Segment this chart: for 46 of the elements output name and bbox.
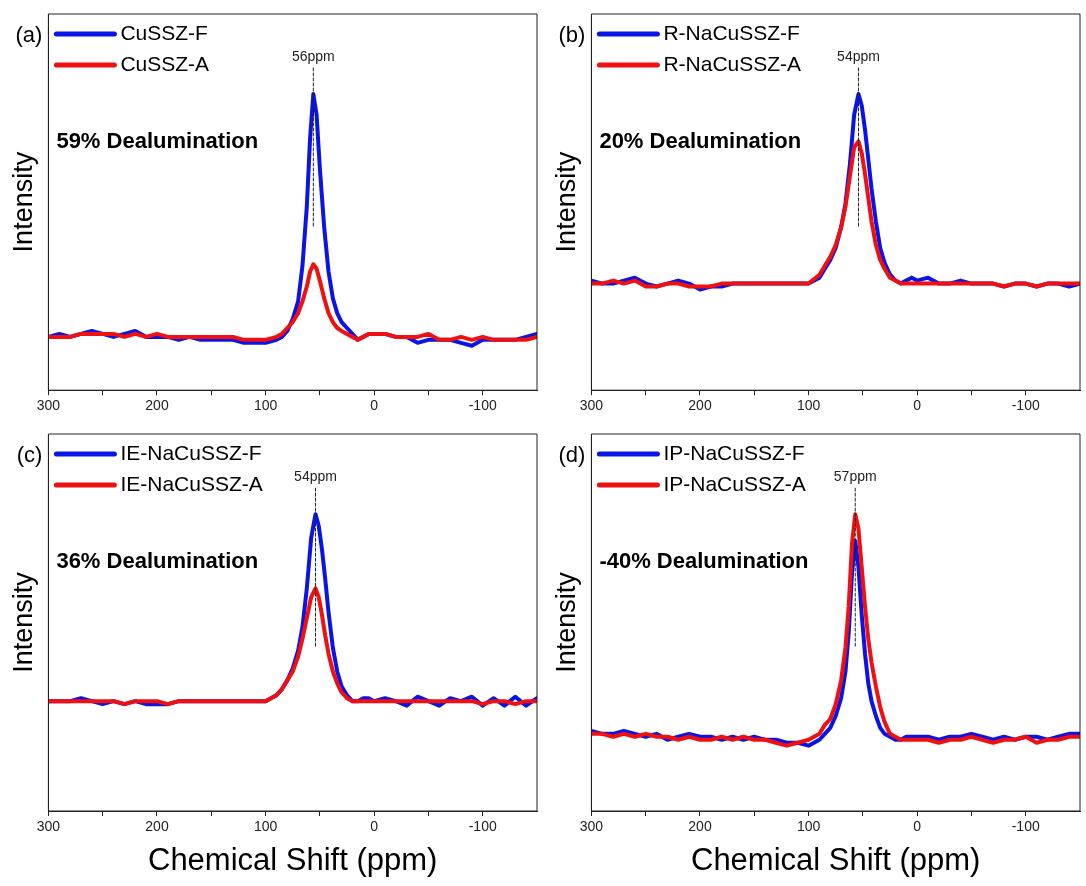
x-tick-label: 100 bbox=[253, 818, 278, 835]
chart-title: (d) bbox=[558, 442, 586, 468]
x-tick-label: 100 bbox=[796, 397, 821, 414]
x-tick-label: 200 bbox=[145, 818, 169, 835]
x-tick-label: -100 bbox=[468, 397, 497, 414]
y-axis-title: Intensity bbox=[550, 571, 581, 673]
legend-label: R-NaCuSSZ-F bbox=[663, 20, 800, 44]
x-axis-title: Chemical Shift (ppm) bbox=[690, 841, 981, 877]
x-tick-label: 300 bbox=[579, 818, 604, 835]
x-tick-label: 300 bbox=[579, 397, 604, 414]
annotation: 56ppm bbox=[291, 47, 335, 64]
legend-label: R-NaCuSSZ-A bbox=[663, 51, 802, 75]
x-tick-label: 100 bbox=[796, 818, 821, 835]
x-tick-label: 200 bbox=[688, 397, 712, 414]
x-tick-label: 300 bbox=[36, 397, 61, 414]
x-tick-label: 0 bbox=[913, 818, 922, 835]
x-tick-label: -100 bbox=[1011, 397, 1040, 414]
legend-label: IE-NaCuSSZ-A bbox=[120, 471, 263, 495]
legend-label: CuSSZ-F bbox=[120, 20, 208, 44]
x-tick-label: 0 bbox=[913, 397, 922, 414]
annotation: 59% Dealumination bbox=[56, 127, 259, 153]
chart-title: (a) bbox=[15, 22, 43, 48]
chart-title: (c) bbox=[16, 442, 43, 468]
chart-title: (b) bbox=[558, 22, 586, 48]
x-tick-label: -100 bbox=[1011, 818, 1040, 835]
x-tick-label: 300 bbox=[36, 818, 61, 835]
x-tick-label: 0 bbox=[370, 397, 379, 414]
x-tick-label: -100 bbox=[468, 818, 497, 835]
x-axis-title: Chemical Shift (ppm) bbox=[147, 841, 438, 877]
annotation: 36% Dealumination bbox=[56, 548, 259, 574]
legend-label: IP-NaCuSSZ-F bbox=[663, 440, 805, 464]
x-tick-label: 100 bbox=[253, 397, 278, 414]
annotation: 20% Dealumination bbox=[599, 127, 802, 153]
annotation: 54ppm bbox=[294, 468, 337, 485]
legend-label: IP-NaCuSSZ-A bbox=[663, 471, 806, 495]
legend-label: IE-NaCuSSZ-F bbox=[120, 440, 262, 464]
annotation: 54ppm bbox=[837, 47, 880, 64]
y-axis-title: Intensity bbox=[7, 151, 38, 253]
x-tick-label: 200 bbox=[688, 818, 712, 835]
y-axis-title: Intensity bbox=[7, 571, 38, 673]
annotation: 57ppm bbox=[833, 468, 877, 485]
y-axis-title: Intensity bbox=[550, 151, 581, 253]
x-tick-label: 0 bbox=[370, 818, 379, 835]
legend-label: CuSSZ-A bbox=[120, 51, 210, 75]
x-tick-label: 200 bbox=[145, 397, 169, 414]
annotation: -40% Dealumination bbox=[599, 548, 809, 574]
